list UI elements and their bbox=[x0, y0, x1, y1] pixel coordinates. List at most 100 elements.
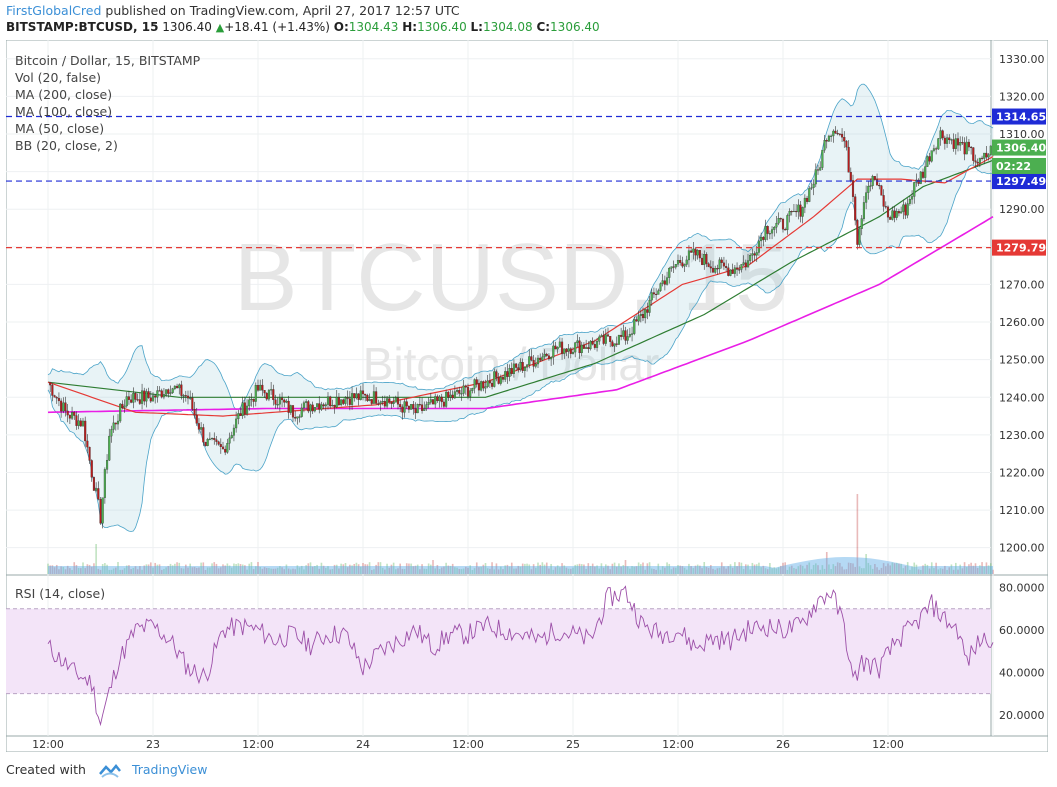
volume-bar bbox=[182, 568, 185, 574]
volume-bar bbox=[633, 566, 636, 574]
price-chart[interactable]: BTCUSD, 15 Bitcoin / Dollar 1200.00 1210.00… bbox=[6, 40, 1048, 752]
candle-body bbox=[73, 412, 76, 416]
volume-bar bbox=[191, 567, 194, 574]
author-link[interactable]: FirstGlobalCred bbox=[6, 3, 102, 18]
candle-body bbox=[248, 399, 251, 407]
volume-bar bbox=[828, 564, 830, 574]
volume-bar bbox=[436, 565, 439, 574]
candle-body bbox=[182, 395, 185, 397]
candle-body bbox=[622, 330, 625, 337]
candle-body bbox=[845, 140, 848, 148]
volume-bar bbox=[823, 568, 826, 574]
volume-bar bbox=[716, 568, 719, 574]
volume-bar bbox=[576, 564, 579, 574]
candle-body bbox=[766, 226, 769, 234]
rsi-tick-label: 20.0000 bbox=[999, 709, 1045, 722]
volume-bar bbox=[226, 563, 229, 574]
volume-bar bbox=[605, 564, 607, 574]
candle-body bbox=[628, 333, 631, 337]
volume-bar bbox=[451, 563, 454, 574]
candle-body bbox=[296, 416, 299, 419]
candle-body bbox=[694, 248, 697, 256]
volume-bar bbox=[900, 563, 902, 574]
volume-bar bbox=[430, 564, 432, 574]
volume-bar bbox=[799, 564, 802, 574]
candle-body bbox=[613, 343, 616, 347]
volume-bar bbox=[327, 566, 329, 574]
candle-body bbox=[418, 404, 421, 406]
volume-bar bbox=[285, 564, 288, 574]
candle-body bbox=[106, 460, 109, 470]
volume-bar bbox=[362, 563, 364, 574]
volume-bar bbox=[554, 567, 557, 574]
candle-body bbox=[983, 152, 986, 159]
volume-bar bbox=[629, 568, 631, 574]
candle-body bbox=[313, 407, 316, 412]
time-tick-label: 12:00 bbox=[242, 738, 274, 751]
candle-body bbox=[764, 226, 767, 240]
candle-body bbox=[987, 154, 990, 158]
volume-bar bbox=[296, 565, 299, 574]
candle-body bbox=[571, 351, 575, 354]
price-tick-label: 1220.00 bbox=[999, 466, 1045, 479]
label-last-text: 1306.40 bbox=[996, 142, 1046, 155]
candle-body bbox=[440, 396, 443, 403]
volume-bar bbox=[865, 554, 867, 574]
candle-body bbox=[64, 402, 67, 412]
label-1297-box bbox=[992, 173, 1046, 190]
candle-body bbox=[283, 399, 286, 403]
volume-bar bbox=[49, 565, 51, 574]
volume-bar bbox=[346, 567, 349, 574]
candle-body bbox=[902, 204, 905, 212]
candle-body bbox=[860, 218, 863, 229]
volume-bar bbox=[948, 567, 951, 574]
candle-body bbox=[180, 384, 183, 396]
candle-body bbox=[259, 384, 262, 391]
volume-bar bbox=[545, 562, 548, 574]
volume-bar bbox=[171, 565, 174, 574]
volume-bar bbox=[397, 568, 399, 574]
volume-bar bbox=[502, 569, 504, 574]
candle-body bbox=[92, 477, 95, 491]
volume-bar bbox=[147, 564, 150, 574]
candle-body bbox=[786, 215, 789, 231]
ma100-line bbox=[47, 159, 994, 398]
volume-bar bbox=[834, 566, 837, 574]
candle-body bbox=[930, 150, 933, 162]
volume-bar bbox=[696, 564, 699, 574]
candle-body bbox=[797, 204, 800, 213]
candle-body bbox=[158, 390, 161, 392]
candle-body bbox=[285, 400, 288, 403]
label-1279-box bbox=[992, 239, 1046, 256]
candle-body bbox=[355, 393, 358, 399]
candle-body bbox=[646, 309, 649, 313]
volume-bar bbox=[360, 566, 362, 574]
candle-body bbox=[876, 179, 879, 186]
candle-body bbox=[576, 340, 579, 343]
candle-body bbox=[462, 385, 465, 394]
candle-body bbox=[703, 254, 706, 265]
candle-body bbox=[523, 367, 526, 371]
price-tick-label: 1240.00 bbox=[999, 391, 1045, 404]
candle-body bbox=[760, 236, 763, 242]
volume-bar bbox=[707, 567, 710, 574]
volume-bar bbox=[675, 567, 677, 574]
volume-bar bbox=[204, 569, 207, 574]
volume-bar bbox=[333, 564, 336, 574]
candle-body bbox=[648, 299, 651, 313]
tradingview-brand-link[interactable]: TradingView bbox=[131, 762, 208, 777]
candle-body bbox=[541, 356, 544, 361]
candle-body bbox=[615, 343, 618, 345]
volume-bar bbox=[944, 565, 946, 574]
volume-bar bbox=[486, 568, 489, 574]
candle-body bbox=[819, 167, 822, 171]
candle-body bbox=[917, 179, 920, 184]
volume-bar bbox=[281, 567, 283, 574]
volume-bar bbox=[95, 544, 97, 574]
volume-bar bbox=[311, 566, 314, 574]
candle-body bbox=[567, 348, 570, 352]
candle-body bbox=[913, 182, 916, 197]
volume-bar bbox=[624, 560, 627, 574]
volume-bar bbox=[473, 568, 476, 574]
candle-body bbox=[521, 362, 524, 371]
